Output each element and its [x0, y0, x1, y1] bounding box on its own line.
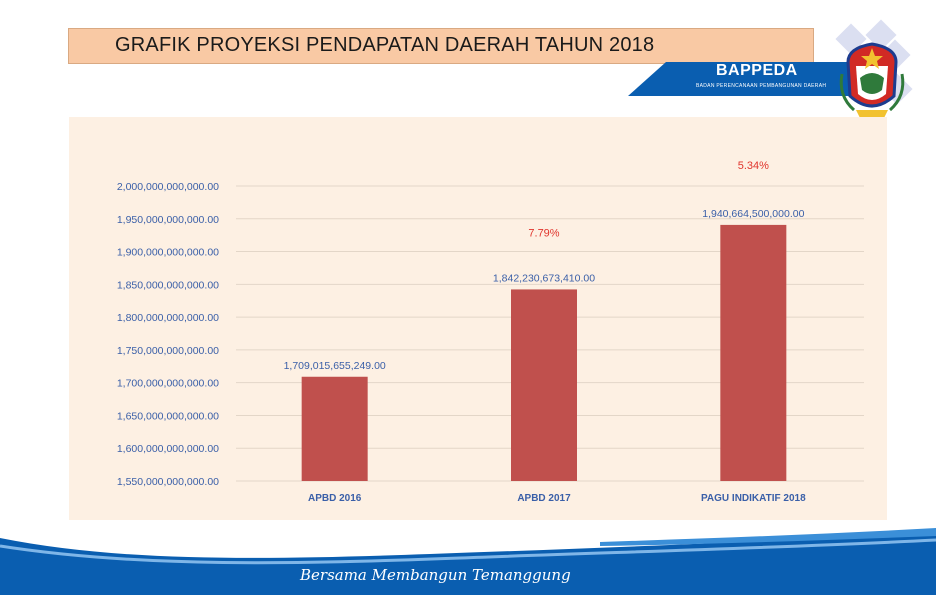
page-title: GRAFIK PROYEKSI PENDAPATAN DAERAH TAHUN …: [115, 34, 655, 56]
y-tick-label: 2,000,000,000,000.00: [117, 181, 219, 193]
emblem-logo: [835, 19, 913, 118]
y-tick-label: 1,550,000,000,000.00: [117, 476, 219, 488]
y-tick-label: 1,650,000,000,000.00: [117, 410, 219, 422]
x-tick-label: APBD 2016: [308, 493, 362, 504]
x-tick-label: PAGU INDIKATIF 2018: [701, 493, 806, 504]
y-tick-label: 1,800,000,000,000.00: [117, 312, 219, 324]
brand-name: BAPPEDA: [716, 62, 798, 79]
y-tick-label: 1,700,000,000,000.00: [117, 378, 219, 390]
footer-wave: [0, 528, 936, 595]
y-tick-label: 1,950,000,000,000.00: [117, 214, 219, 226]
footer-tagline: Bersama Membangun Temanggung: [300, 566, 571, 584]
growth-label: 5.34%: [738, 160, 769, 172]
x-tick-label: APBD 2017: [517, 493, 571, 504]
data-label: 1,842,230,673,410.00: [493, 272, 595, 284]
y-tick-label: 1,600,000,000,000.00: [117, 443, 219, 455]
revenue-bar-chart: 1,550,000,000,000.00 1,600,000,000,000.00…: [117, 160, 864, 504]
y-tick-label: 1,850,000,000,000.00: [117, 279, 219, 291]
bar: [301, 376, 368, 481]
brand-subtitle: BADAN PERENCANAAN PEMBANGUNAN DAERAH: [696, 83, 827, 89]
bar: [720, 224, 787, 482]
chart-panel: 1,550,000,000,000.00 1,600,000,000,000.00…: [69, 117, 887, 520]
y-tick-label: 1,750,000,000,000.00: [117, 345, 219, 357]
y-tick-label: 1,900,000,000,000.00: [117, 247, 219, 259]
bar: [511, 289, 577, 481]
data-label: 1,940,664,500,000.00: [702, 208, 804, 220]
title-bar: GRAFIK PROYEKSI PENDAPATAN DAERAH TAHUN …: [68, 28, 814, 64]
data-label: 1,709,015,655,249.00: [284, 360, 386, 372]
growth-label: 7.79%: [528, 227, 559, 239]
brand-band: [628, 62, 858, 96]
